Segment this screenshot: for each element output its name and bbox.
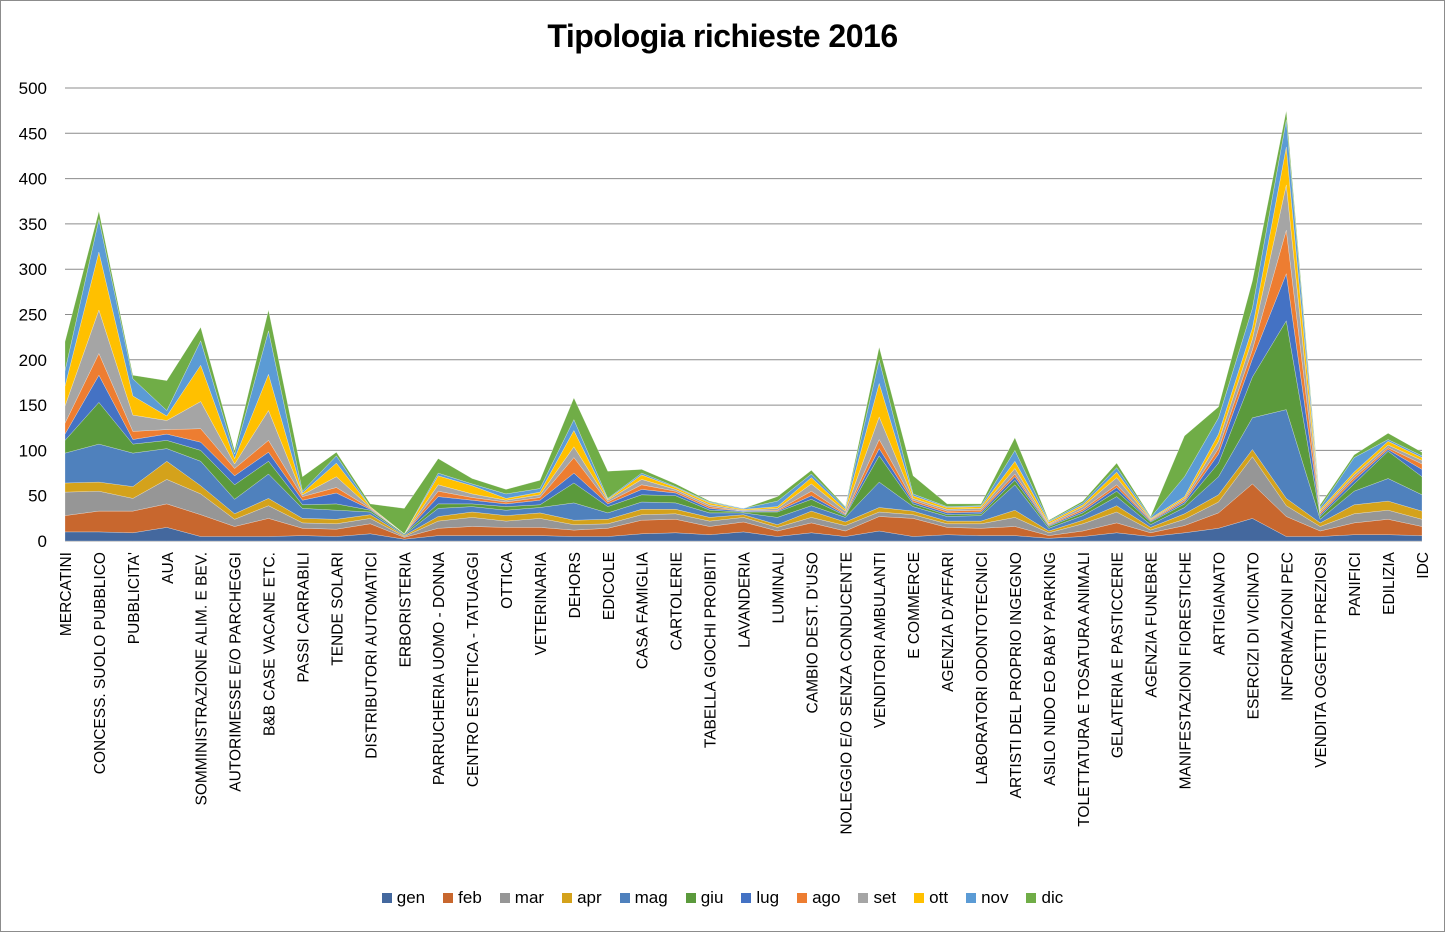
x-tick-label: ASILO NIDO EO BABY PARKING [1042, 552, 1059, 786]
x-tick-label: PASSI CARRABILI [296, 552, 313, 683]
chart-legend: gen feb mar apr mag giu lug ago set ott nov dic [0, 888, 1445, 908]
y-tick-label: 400 [19, 170, 47, 189]
x-tick-label: GELATERIA E PASTICCERIE [1110, 552, 1127, 758]
x-tick-label: ERBORISTERIA [397, 551, 414, 667]
x-tick-label: LUMINALI [770, 552, 787, 624]
x-tick-label: ESERCIZI DI VICINATO [1245, 552, 1262, 719]
x-tick-label: CONCESS. SUOLO PUBBLICO [92, 552, 109, 774]
legend-swatch-icon [562, 893, 573, 903]
legend-item-ott: ott [914, 888, 948, 908]
legend-label: dic [1041, 888, 1064, 907]
x-tick-label: NOLEGGIO E/O SENZA CONDUCENTE [838, 552, 855, 835]
x-tick-label: CAMBIO DEST. D'USO [804, 552, 821, 713]
legend-label: feb [458, 888, 482, 907]
x-tick-label: AUTORIMESSE E/O PARCHEGGI [228, 552, 245, 792]
legend-label: gen [396, 888, 426, 907]
x-tick-label: TOLETTATURA E TOSATURA ANIMALI [1076, 552, 1093, 827]
x-tick-label: B&B CASE VACANE ETC. [262, 552, 279, 736]
legend-item-apr: apr [562, 888, 602, 908]
y-tick-label: 450 [19, 124, 47, 143]
chart-title: Tipologia richieste 2016 [547, 18, 898, 54]
legend-label: ott [929, 888, 949, 907]
x-tick-label: MERCATINI [58, 552, 75, 636]
y-tick-label: 50 [28, 487, 47, 506]
x-tick-label: PARRUCHERIA UOMO - DONNA [431, 551, 448, 785]
legend-swatch-icon [858, 893, 869, 903]
x-tick-label: DEHORS [567, 552, 584, 618]
x-tick-label: IDC [1415, 552, 1432, 579]
legend-label: nov [981, 888, 1009, 907]
legend-swatch-icon [966, 893, 977, 903]
y-tick-label: 250 [19, 306, 47, 325]
y-tick-label: 150 [19, 396, 47, 415]
area-series-dic [64, 110, 1423, 535]
legend-item-feb: feb [443, 888, 482, 908]
x-tick-label: AGENZIA D'AFFARI [940, 552, 957, 692]
x-tick-label: VETERINARIA [533, 551, 550, 655]
legend-label: ago [812, 888, 841, 907]
legend-label: set [873, 888, 897, 907]
x-tick-label: LAVANDERIA [737, 551, 754, 648]
y-tick-label: 300 [19, 260, 47, 279]
x-tick-label: ARTISTI DEL PROPRIO INGEGNO [1008, 552, 1025, 798]
y-tick-label: 500 [19, 79, 47, 98]
legend-swatch-icon [443, 893, 454, 903]
legend-label: giu [700, 888, 724, 907]
legend-swatch-icon [797, 893, 808, 903]
legend-item-set: set [858, 888, 896, 908]
legend-swatch-icon [499, 893, 510, 903]
x-tick-label: LABORATORI ODONTOTECNICI [974, 552, 991, 785]
y-tick-label: 0 [38, 532, 47, 551]
x-tick-label: VENDITORI AMBULANTI [872, 552, 889, 728]
legend-swatch-icon [741, 893, 752, 903]
x-tick-label: AGENZIA FUNEBRE [1144, 552, 1161, 698]
legend-label: mar [514, 888, 545, 907]
x-tick-label: EDILIZIA [1381, 551, 1398, 615]
area-series [64, 110, 1423, 542]
y-tick-label: 350 [19, 215, 47, 234]
x-tick-label: VENDITA OGGETTI PREZIOSI [1313, 552, 1330, 768]
legend-item-lug: lug [741, 888, 779, 908]
legend-item-dic: dic [1026, 888, 1063, 908]
x-tick-label: INFORMAZIONI PEC [1279, 552, 1296, 701]
x-tick-label: SOMMINISTRAZIONE ALIM. E BEV. [194, 552, 211, 806]
x-tick-label: TABELLA GIOCHI PROIBITI [703, 552, 720, 748]
y-tick-label: 100 [19, 441, 47, 460]
legend-label: lug [756, 888, 780, 907]
x-tick-label: MANIFESTAZIONI FIORESTICHE [1178, 552, 1195, 789]
legend-item-gen: gen [381, 888, 426, 908]
y-tick-label: 200 [19, 351, 47, 370]
x-tick-label: DISTRIBUTORI AUTOMATICI [363, 552, 380, 759]
x-tick-label: CASA FAMIGLIA [635, 551, 652, 669]
x-tick-label: E COMMERCE [906, 552, 923, 659]
legend-swatch-icon [685, 893, 696, 903]
legend-swatch-icon [381, 893, 392, 903]
y-axis: 0 50 100 150 200 250 300 350 400 450 500 [19, 79, 47, 551]
x-tick-label: ARTIGIANATO [1212, 552, 1229, 655]
x-tick-label: CARTOLERIE [669, 552, 686, 651]
x-tick-label: PANIFICI [1347, 552, 1364, 616]
legend-swatch-icon [914, 893, 925, 903]
legend-label: mag [634, 888, 668, 907]
legend-item-mar: mar [499, 888, 545, 908]
legend-swatch-icon [1026, 893, 1037, 903]
x-tick-label: CENTRO ESTETICA - TATUAGGI [465, 552, 482, 787]
x-tick-label: PUBBLICITA' [126, 552, 143, 644]
x-tick-label: EDICOLE [601, 552, 618, 620]
legend-item-nov: nov [966, 888, 1008, 908]
legend-item-giu: giu [685, 888, 724, 908]
x-tick-label: OTTICA [499, 551, 516, 608]
x-tick-label: TENDE SOLARI [329, 552, 346, 666]
legend-item-ago: ago [797, 888, 840, 908]
legend-swatch-icon [619, 893, 630, 903]
x-tick-label: AUA [160, 551, 177, 584]
legend-item-mag: mag [619, 888, 668, 908]
x-axis: MERCATINI CONCESS. SUOLO PUBBLICO PUBBLICI… [58, 551, 1432, 834]
legend-label: apr [577, 888, 602, 907]
